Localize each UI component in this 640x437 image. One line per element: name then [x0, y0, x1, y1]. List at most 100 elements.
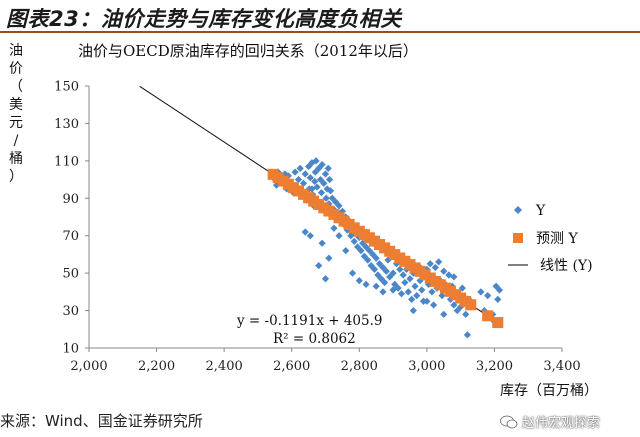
data-point-y: [359, 239, 367, 247]
y-tick-label: 110: [54, 154, 79, 169]
data-point-y: [362, 280, 370, 288]
data-point-y: [440, 310, 448, 318]
data-point-y: [428, 288, 436, 296]
x-tick-label: 2,400: [206, 359, 243, 374]
y-axis-label-char: /: [13, 133, 19, 149]
data-point-y: [350, 237, 358, 245]
data-point-y: [316, 175, 325, 184]
data-point-y: [321, 170, 330, 178]
data-point-y: [338, 207, 346, 215]
data-point-y: [348, 269, 357, 277]
data-point-y: [462, 310, 470, 318]
figure-title: 图表23：油价走势与库存变化高度负相关: [6, 7, 402, 31]
data-point-y: [386, 273, 394, 281]
x-tick-label: 3,000: [408, 359, 445, 374]
data-point-y: [389, 286, 397, 294]
data-point-y: [408, 295, 416, 303]
data-point-y: [463, 331, 471, 339]
data-point-y: [396, 265, 404, 273]
data-point-y: [384, 256, 392, 264]
data-point-y: [423, 297, 431, 305]
data-point-y: [315, 262, 323, 270]
tick-labels-layer: 10 30 50 70 90 110 130 150 2,000 2,200 2,400 2,600 2…: [54, 80, 580, 375]
data-point-y: [411, 282, 419, 290]
y-axis-label-char: 油: [9, 43, 23, 59]
y-axis-label-char: ）: [9, 169, 23, 185]
data-point-y: [325, 175, 334, 184]
data-point-y: [296, 164, 304, 172]
regression-equation: y = -0.1191x + 405.9: [236, 313, 382, 329]
legend-marker-diamond: [514, 206, 522, 214]
data-point-y: [440, 267, 448, 275]
y-axis-label-char: 价: [9, 61, 23, 77]
data-point-y: [370, 265, 379, 273]
data-point-y: [311, 177, 319, 186]
legend-marker-square: [513, 233, 523, 243]
data-point-y: [332, 198, 340, 206]
data-point-y: [365, 247, 374, 255]
y-tick-label: 30: [62, 304, 79, 319]
y-axis-label-char: 元: [9, 115, 23, 131]
legend-label: 预测 Y: [536, 231, 578, 247]
data-point-y: [324, 164, 332, 172]
data-point-y: [312, 157, 320, 165]
data-point-y: [372, 254, 380, 262]
data-point-y: [364, 256, 372, 264]
data-point-y: [413, 292, 421, 300]
data-point-y: [458, 284, 466, 292]
chart-title: 油价与OECD原油库存的回归关系（2012年以后）: [78, 42, 418, 60]
data-point-y: [389, 269, 397, 277]
data-point-y: [306, 232, 314, 240]
y-axis-label: 油价 （ 美元 / 桶 ）: [6, 42, 26, 186]
data-point-y: [382, 267, 390, 275]
data-point-y: [342, 247, 350, 255]
data-point-y: [477, 288, 485, 296]
data-point-y: [418, 286, 426, 294]
data-point-y: [317, 189, 326, 197]
data-point-y: [450, 301, 458, 309]
data-point-y: [372, 282, 380, 290]
data-point-y: [322, 194, 330, 202]
data-point-y: [435, 258, 443, 266]
data-point-y: [330, 224, 338, 232]
y-axis-label-char: （: [9, 79, 23, 95]
x-tick-label: 2,800: [341, 359, 378, 374]
x-tick-label: 3,200: [476, 359, 513, 374]
data-point-y: [291, 168, 299, 176]
x-tick-label: 2,600: [273, 359, 310, 374]
wechat-icon: [500, 415, 518, 429]
x-tick-label: 3,400: [543, 359, 580, 374]
data-point-y: [272, 181, 281, 189]
data-point-y: [424, 280, 433, 288]
watermark: 赵伟宏观探索: [500, 412, 600, 431]
data-point-y: [301, 228, 309, 236]
data-point-y: [306, 174, 314, 182]
y-tick-label: 130: [54, 117, 79, 132]
r-squared-label: R² = 0.8062: [273, 331, 356, 347]
data-point-y: [318, 239, 326, 247]
data-point-y: [416, 277, 424, 285]
y-tick-label: 150: [54, 80, 79, 95]
data-point-y: [308, 185, 316, 193]
data-point-predicted: [492, 317, 504, 329]
data-point-y: [326, 187, 335, 195]
legend: Y 预测 Y 线性 (Y): [508, 203, 593, 274]
data-point-y: [406, 275, 414, 283]
data-point-y: [301, 170, 309, 178]
predicted-points-layer: [267, 168, 504, 329]
source-note: 来源：Wind、国金证券研究所: [0, 412, 203, 430]
data-point-y: [294, 175, 303, 184]
data-point-y: [401, 278, 409, 287]
legend-label: Y: [535, 203, 546, 219]
data-point-y: [495, 286, 504, 294]
watermark-text: 赵伟宏观探索: [522, 416, 601, 431]
axes-layer: [85, 85, 563, 352]
data-point-y: [369, 250, 377, 259]
y-axis-label-char: 桶: [9, 151, 23, 167]
data-point-y: [335, 202, 343, 210]
data-point-y: [484, 292, 492, 300]
data-point-y: [391, 280, 399, 288]
data-point-y: [450, 273, 458, 281]
data-point-y: [299, 179, 308, 187]
data-point-y: [305, 162, 313, 171]
